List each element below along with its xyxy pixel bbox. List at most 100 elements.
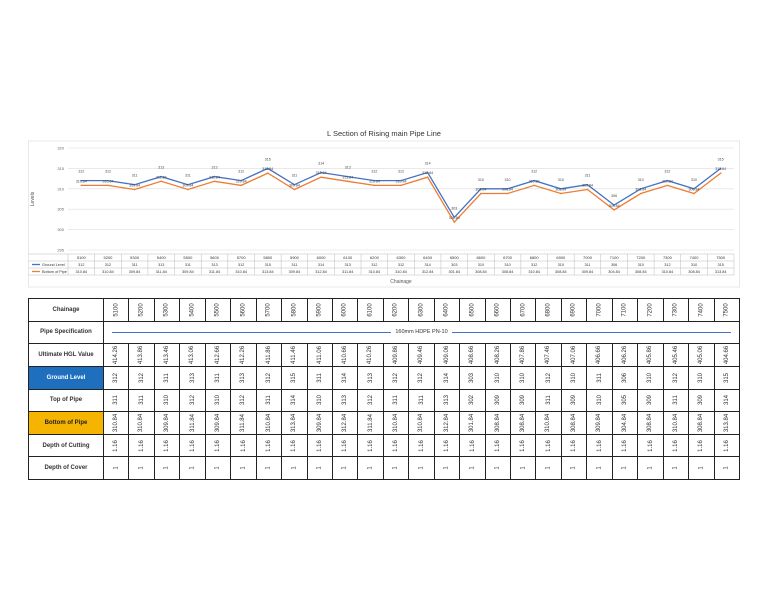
table-cell: 411.86	[255, 343, 283, 367]
cell-value: 1.16	[723, 439, 730, 452]
table-cell: 1.16	[357, 433, 384, 458]
cell-value: 310	[164, 395, 171, 406]
cell-value: 309.84	[316, 413, 323, 433]
table-cell: 306	[611, 365, 639, 390]
cell-value: 411.06	[316, 346, 323, 365]
chart-table-value: 304.84	[608, 270, 620, 274]
table-cell: 312.84	[433, 411, 461, 435]
cell-value: 414.26	[113, 345, 120, 365]
row-label: Chainage	[28, 298, 104, 322]
data-label: 313	[212, 166, 218, 170]
data-label: 310.84	[396, 179, 407, 183]
table-cell: 6800	[535, 298, 562, 322]
cell-value: 408.26	[494, 345, 501, 365]
data-label: 310	[505, 178, 511, 182]
data-point	[346, 175, 349, 178]
cell-value: 7500	[723, 303, 730, 317]
table-cell: 312	[255, 365, 283, 390]
table-row: Chainage 5100 5200 5300 5400 5500 5600 5700 5800…	[28, 298, 740, 322]
data-point	[453, 216, 456, 219]
table-cell: 1.16	[484, 433, 512, 458]
data-point	[613, 209, 615, 211]
data-point	[719, 172, 722, 174]
table-cell: 1	[128, 456, 155, 480]
data-point	[320, 176, 322, 179]
table-cell: 409.46	[408, 343, 435, 367]
table-cell: 311	[102, 388, 130, 413]
table-cell: 311	[204, 365, 232, 390]
table-cell: 309.84	[306, 411, 333, 435]
cell-value: 309	[520, 395, 527, 406]
table-cell: 313.84	[713, 411, 740, 435]
cell-value: 1.16	[367, 439, 374, 452]
cell-value: 1.16	[621, 439, 628, 452]
table-cell: 409.86	[382, 343, 410, 367]
cell-value: 310	[494, 372, 501, 383]
data-label: 312.84	[422, 171, 433, 175]
cell-value: 308.84	[698, 413, 705, 433]
table-cell: 5100	[102, 298, 130, 322]
cell-value: 5400	[189, 303, 196, 317]
cell-value: 413.86	[138, 345, 145, 365]
legend-entry: Ground Level	[42, 263, 65, 267]
table-cell: 310.84	[662, 411, 690, 435]
data-label: 309.84	[182, 183, 193, 187]
table-cell: 5500	[204, 298, 232, 322]
table-cell: 1	[433, 456, 461, 480]
table-cell: 413.86	[128, 343, 155, 367]
table-cell: 411.46	[281, 343, 308, 367]
data-label: 311	[132, 174, 138, 178]
table-cell: 1.16	[179, 433, 206, 458]
cell-value: 1.16	[596, 439, 603, 452]
table-cell: 7200	[637, 298, 664, 322]
chart-table-value: 310	[691, 263, 697, 267]
table-cell: 1.16	[128, 433, 155, 458]
x-tick-label: 6100	[343, 255, 353, 260]
table-cell: 310.84	[128, 411, 155, 435]
legend-entry: Bottom of Pipe	[42, 270, 67, 274]
table-row: Pipe Specification 160mm HDPE PN-10	[28, 320, 740, 345]
chart-table-value: 310.84	[76, 270, 88, 274]
table-cell: 303	[459, 365, 486, 390]
table-cell: 1.16	[713, 433, 740, 458]
x-tick-label: 6900	[556, 255, 566, 260]
table-cell: 5300	[153, 298, 181, 322]
table-cell: 5400	[179, 298, 206, 322]
table-cell: 1	[662, 456, 690, 480]
table-cell: 311	[535, 388, 562, 413]
cell-value: 411.86	[265, 346, 272, 365]
pipe-spec-cell: 160mm HDPE PN-10	[103, 320, 740, 345]
table-cell: 1	[331, 456, 359, 480]
table-cell: 1	[713, 456, 740, 480]
table-cell: 1	[408, 456, 435, 480]
chart-table-value: 311.84	[342, 270, 353, 274]
table-cell: 1.16	[306, 433, 333, 458]
x-tick-label: 7400	[690, 255, 700, 260]
data-point	[320, 171, 322, 174]
y-tick-label: 300	[57, 227, 64, 232]
cell-value: 313.84	[723, 413, 730, 433]
cell-value: 310.84	[545, 413, 552, 433]
data-label: 312	[238, 170, 244, 174]
x-axis-label: Chainage	[390, 279, 412, 285]
table-cell: 311	[586, 365, 613, 390]
table-cell: 308.84	[509, 411, 537, 435]
y-tick-label: 315	[57, 166, 64, 171]
x-tick-label: 6400	[423, 255, 433, 260]
table-cell: 313	[179, 365, 206, 390]
data-point	[187, 188, 189, 191]
data-point	[586, 183, 589, 186]
cell-value: 411.46	[291, 346, 298, 365]
data-point	[533, 184, 535, 187]
chart-table-value: 309.84	[582, 270, 594, 274]
cell-value: 407.46	[545, 345, 552, 365]
chart-table-value: 311	[132, 263, 138, 267]
table-cell: 408.26	[484, 343, 512, 367]
table-row: Bottom of Pipe 310.84 310.84 309.84 311.84 30…	[28, 411, 740, 435]
table-cell: 5900	[306, 298, 333, 322]
y-tick-label: 320	[57, 146, 64, 151]
table-cell: 409.06	[433, 343, 461, 367]
data-point	[693, 188, 695, 190]
data-label: 312	[531, 170, 537, 174]
pipe-spec-text: 160mm HDPE PN-10	[395, 329, 448, 336]
